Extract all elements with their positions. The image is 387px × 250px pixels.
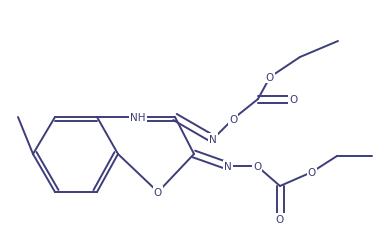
Text: O: O (253, 161, 261, 171)
Text: O: O (276, 214, 284, 224)
Text: N: N (224, 161, 232, 171)
Text: O: O (308, 167, 316, 177)
Text: O: O (266, 73, 274, 83)
Text: N: N (209, 134, 217, 144)
Text: NH: NH (130, 112, 146, 122)
Text: O: O (289, 94, 297, 104)
Text: O: O (154, 187, 162, 197)
Text: O: O (229, 114, 237, 124)
